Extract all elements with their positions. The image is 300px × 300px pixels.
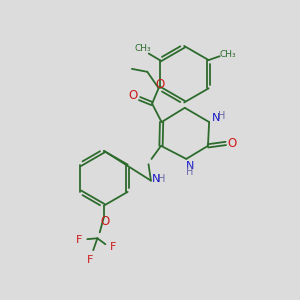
Text: H: H <box>158 174 166 184</box>
Text: N: N <box>186 161 194 171</box>
Text: O: O <box>128 89 138 102</box>
Text: H: H <box>186 167 194 177</box>
Text: O: O <box>100 215 110 228</box>
Text: N: N <box>152 174 160 184</box>
Text: CH₃: CH₃ <box>219 50 236 59</box>
Text: O: O <box>227 137 236 150</box>
Text: F: F <box>76 235 83 245</box>
Text: F: F <box>110 242 116 252</box>
Text: O: O <box>155 77 165 91</box>
Text: CH₃: CH₃ <box>134 44 151 53</box>
Text: F: F <box>87 255 93 265</box>
Text: N: N <box>212 113 220 124</box>
Text: H: H <box>218 110 225 121</box>
